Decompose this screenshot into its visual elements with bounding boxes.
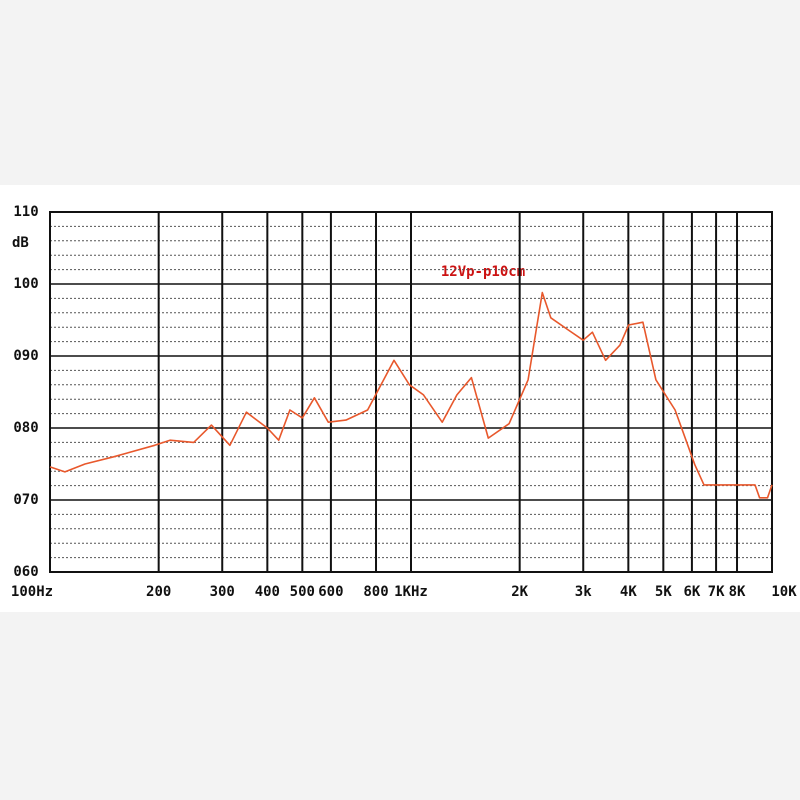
x-tick-label: 4K (620, 584, 637, 600)
x-tick-label: 100Hz (11, 584, 53, 600)
annotation: 12Vp-p10cm (441, 264, 525, 280)
y-tick-label: 080 (13, 420, 38, 436)
y-tick-label: 090 (13, 348, 38, 364)
x-tick-label: 5K (655, 584, 672, 600)
y-tick-label: 110 (13, 204, 38, 220)
x-tick-label: 2K (511, 584, 528, 600)
x-tick-label: 7K (708, 584, 725, 600)
panel (0, 185, 800, 612)
x-tick-label: 10K (771, 584, 797, 600)
x-tick-label: 8K (729, 584, 746, 600)
x-tick-label: 300 (210, 584, 235, 600)
x-tick-label: 500 (290, 584, 315, 600)
x-tick-label: 600 (318, 584, 343, 600)
x-tick-label: 6K (683, 584, 700, 600)
x-tick-label: 1KHz (394, 584, 428, 600)
x-tick-label: 800 (363, 584, 388, 600)
plot-frame (49, 211, 773, 573)
y-tick-label: 100 (13, 276, 38, 292)
x-tick-label: 400 (255, 584, 280, 600)
x-tick-label: 3k (575, 584, 592, 600)
y-axis-label: dB (12, 235, 29, 251)
response-line (49, 291, 773, 499)
y-tick-label: 070 (13, 492, 38, 508)
y-tick-label: 060 (13, 564, 38, 580)
x-tick-label: 200 (146, 584, 171, 600)
